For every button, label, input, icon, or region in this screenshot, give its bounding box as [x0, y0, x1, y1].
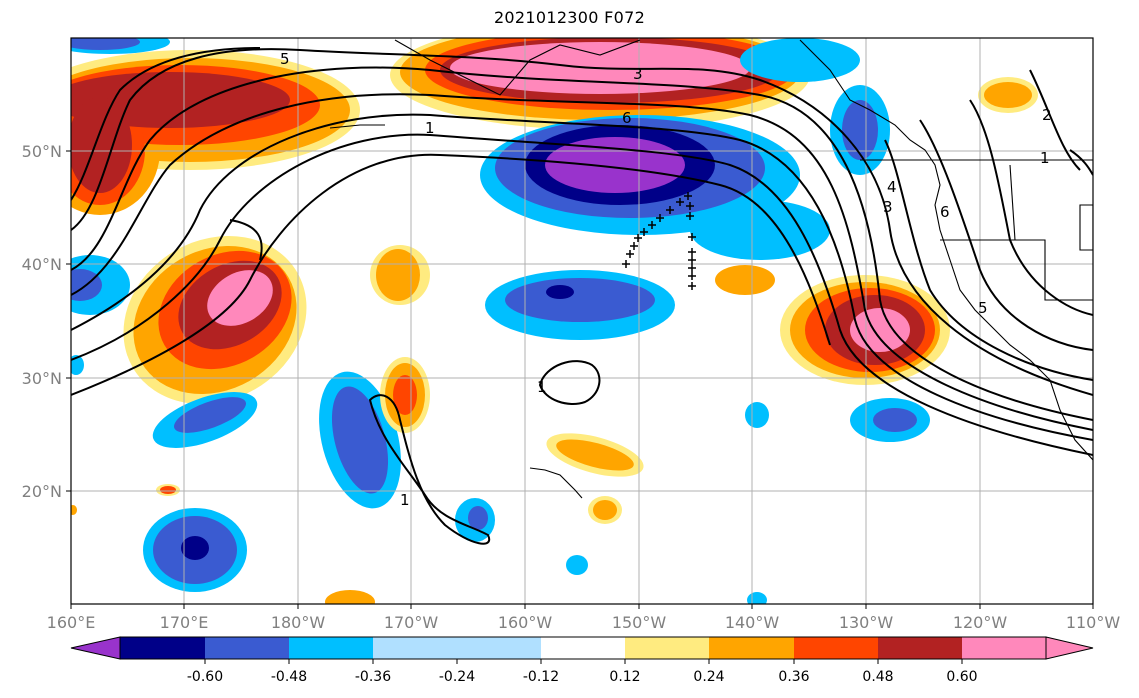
contour-label: 2: [1042, 106, 1052, 124]
fill-cyan: [71, 355, 84, 375]
lon-label: 160°W: [498, 613, 553, 632]
lat-label: 30°N: [22, 369, 62, 388]
colorbar-tick-label: 0.12: [609, 669, 640, 685]
contour-label: 6: [940, 203, 950, 221]
colorbar-swatch: [120, 637, 205, 659]
fill-orange: [556, 439, 634, 471]
fill-blue: [174, 397, 246, 433]
colorbar-tick-label: 0.36: [778, 669, 809, 685]
lon-label: 170°E: [160, 613, 209, 632]
contour-label: 1: [537, 378, 547, 396]
fill-cyan: [690, 200, 830, 260]
lon-label: 170°W: [384, 613, 439, 632]
lon-label: 180°W: [271, 613, 326, 632]
colorbar-tick-label: 0.24: [693, 669, 724, 685]
fill-dark-red: [71, 72, 290, 128]
colorbar-swatch: [878, 637, 962, 659]
latitude-labels: 50°N 40°N 30°N 20°N: [22, 142, 62, 501]
lat-label: 50°N: [22, 142, 62, 161]
colorbar-swatch: [794, 637, 878, 659]
contour-label: 3: [633, 65, 643, 83]
colorbar-swatch: [541, 637, 625, 659]
fill-orange: [984, 82, 1032, 108]
fill-cyan: [740, 38, 860, 82]
shaded-anomaly-field: [71, 38, 1093, 604]
coastline: [329, 39, 1093, 499]
fill-navy: [181, 536, 209, 560]
fill-cyan: [745, 402, 769, 428]
colorbar-tick-label: -0.48: [271, 669, 307, 685]
colorbar: -0.60 -0.48 -0.36 -0.24 -0.12 0.12 0.24 …: [70, 636, 1094, 685]
lon-label: 160°E: [47, 613, 96, 632]
colorbar-swatch: [373, 637, 457, 659]
fill-blue: [842, 100, 878, 160]
colorbar-tick-label: -0.60: [187, 669, 223, 685]
fill-cyan: [747, 592, 767, 604]
fill-blue: [505, 278, 655, 322]
colorbar-tick-label: -0.12: [523, 669, 559, 685]
fill-orange: [71, 505, 77, 515]
fill-orange: [715, 265, 775, 295]
colorbar-tick-label: 0.48: [862, 669, 893, 685]
contour-label: 1: [400, 491, 410, 509]
colorbar-swatch: [962, 637, 1046, 659]
fill-orange: [376, 249, 420, 301]
colorbar-tick-label: 0.60: [946, 669, 977, 685]
fill-blue: [71, 269, 102, 301]
map-frame: [70, 37, 1094, 605]
colorbar-tick-label: -0.24: [439, 669, 475, 685]
fill-dark-red: [71, 97, 132, 193]
colorbar-swatch: [457, 637, 541, 659]
contour-label: 5: [978, 299, 988, 317]
colorbar-swatch: [625, 637, 709, 659]
fill-cyan: [566, 555, 588, 575]
contour-label: 1: [425, 119, 435, 137]
fill-orange: [593, 500, 617, 520]
colorbar-extend-low: [70, 636, 121, 660]
longitude-labels: 160°E 170°E 180°W 170°W 160°W 150°W 140°…: [47, 613, 1121, 632]
contour-labels: 5 1 3 6 4 3 2 1 6 5 1 1: [280, 50, 1052, 509]
contour-label: 5: [280, 50, 290, 68]
lon-label: 140°W: [725, 613, 780, 632]
contour-label: 4: [887, 178, 897, 196]
contour-label: 6: [622, 109, 632, 127]
fill-blue: [468, 506, 488, 530]
contour-label: 1: [1040, 149, 1050, 167]
colorbar-border: [119, 636, 1047, 660]
axis-ticks: [66, 150, 1094, 609]
lat-label: 20°N: [22, 482, 62, 501]
height-contours: [71, 47, 1093, 545]
contour-label: 3: [883, 198, 893, 216]
lon-label: 120°W: [953, 613, 1008, 632]
graticule: [71, 38, 1093, 604]
fill-red: [160, 486, 176, 494]
colorbar-tick-label: -0.36: [355, 669, 391, 685]
fill-blue: [71, 38, 140, 50]
lat-label: 40°N: [22, 255, 62, 274]
fill-orange: [325, 590, 375, 604]
map-title: 2021012300 F072: [493, 8, 646, 27]
colorbar-extend-high: [1045, 636, 1094, 660]
cross-markers: [622, 192, 696, 290]
fill-navy: [546, 285, 574, 299]
colorbar-swatch: [289, 637, 373, 659]
colorbar-swatch: [709, 637, 794, 659]
lon-label: 150°W: [612, 613, 667, 632]
lon-label: 130°W: [839, 613, 894, 632]
fill-blue: [873, 408, 917, 432]
colorbar-swatch: [205, 637, 289, 659]
lon-label: 110°W: [1066, 613, 1121, 632]
